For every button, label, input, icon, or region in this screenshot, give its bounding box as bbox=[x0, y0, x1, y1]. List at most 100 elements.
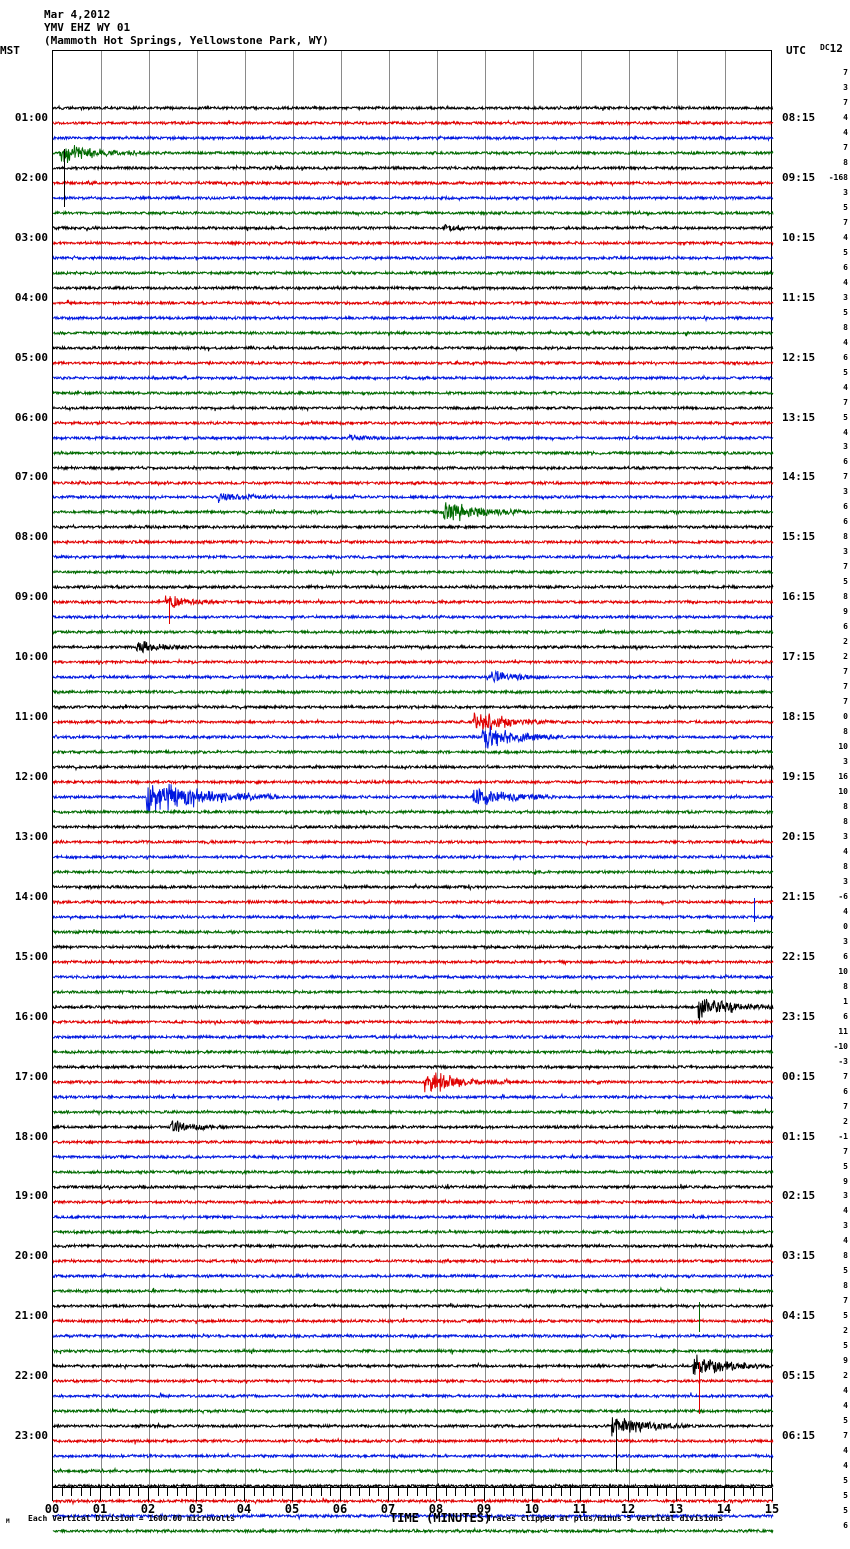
dc-value-row-75: 3 bbox=[843, 1191, 848, 1201]
seismic-trace-row-39 bbox=[52, 688, 774, 696]
grid-line-minute-12 bbox=[629, 51, 630, 1487]
seismic-trace-row-93 bbox=[52, 1497, 774, 1506]
seismic-trace-row-64 bbox=[52, 1063, 774, 1071]
helicorder-plot[interactable] bbox=[52, 50, 774, 1535]
dc-value-row-42: 7 bbox=[843, 697, 848, 707]
seismic-trace-row-52 bbox=[52, 882, 774, 892]
seismic-trace-row-57 bbox=[52, 958, 774, 966]
mst-label-2200: 22:00 bbox=[14, 1369, 48, 1383]
dc-value-row-93: 4 bbox=[843, 1461, 848, 1471]
grid-line-minute-04 bbox=[245, 51, 246, 1487]
seismic-trace-row-80 bbox=[52, 1302, 774, 1311]
seismic-trace-row-37 bbox=[52, 658, 774, 666]
utc-label-2315: 23:15 bbox=[782, 1009, 816, 1023]
seismic-trace-row-87 bbox=[52, 1407, 774, 1416]
utc-label-0815: 08:15 bbox=[782, 110, 816, 124]
dc-value-row-54: 3 bbox=[843, 876, 848, 886]
x-tick-minor-68 bbox=[705, 1488, 706, 1496]
dc-value-row-7: -168 bbox=[828, 172, 848, 182]
axis-label-dc: DC12 bbox=[820, 42, 843, 55]
dc-value-row-33: 7 bbox=[843, 562, 848, 572]
x-tick-label-09: 09 bbox=[476, 1502, 492, 1516]
dc-value-row-12: 5 bbox=[843, 247, 848, 257]
x-tick-minor-19 bbox=[234, 1488, 235, 1496]
x-tick-minor-21 bbox=[254, 1488, 255, 1496]
dc-value-row-41: 7 bbox=[843, 682, 848, 692]
mst-label-2300: 23:00 bbox=[14, 1429, 48, 1443]
dc-value-row-63: 6 bbox=[843, 1011, 848, 1021]
seismic-trace-row-77 bbox=[52, 1258, 774, 1265]
x-tick-minor-56 bbox=[590, 1488, 591, 1496]
x-tick-minor-74 bbox=[762, 1488, 763, 1496]
dc-value-row-67: 7 bbox=[843, 1071, 848, 1081]
dc-value-row-49: 8 bbox=[843, 802, 848, 811]
dc-value-row-89: 4 bbox=[843, 1401, 848, 1411]
x-tick-minor-17 bbox=[215, 1488, 216, 1496]
dc-value-row-55: -6 bbox=[838, 891, 848, 901]
seismic-trace-row-24 bbox=[52, 464, 774, 471]
dc-value-row-36: 9 bbox=[843, 607, 848, 617]
x-tick-label-06: 06 bbox=[332, 1502, 348, 1516]
seismic-trace-row-59 bbox=[52, 988, 774, 996]
dc-value-row-32: 3 bbox=[843, 547, 848, 557]
seismic-trace-row-18 bbox=[53, 373, 774, 381]
dc-value-row-25: 3 bbox=[843, 442, 848, 452]
grid-line-minute-03 bbox=[197, 51, 198, 1487]
x-tick-minor-51 bbox=[542, 1488, 543, 1496]
seismic-trace-row-58 bbox=[52, 973, 774, 981]
x-tick-minor-32 bbox=[359, 1488, 360, 1496]
footer-x-axis-title: TIME (MINUTES) bbox=[390, 1511, 492, 1525]
grid-line-minute-01 bbox=[101, 51, 102, 1487]
x-tick-minor-67 bbox=[695, 1488, 696, 1496]
x-tick-minor-16 bbox=[206, 1488, 207, 1496]
seismic-trace-row-27 bbox=[53, 502, 774, 522]
dc-value-row-56: 4 bbox=[843, 906, 848, 916]
utc-label-0915: 09:15 bbox=[782, 170, 816, 184]
seismic-trace-row-76 bbox=[52, 1243, 774, 1250]
seismic-trace-row-1 bbox=[52, 119, 774, 127]
x-tick-minor-53 bbox=[561, 1488, 562, 1496]
dc-value-row-79: 8 bbox=[843, 1251, 848, 1261]
x-tick-label-10: 10 bbox=[524, 1502, 540, 1516]
header-channel: YMV EHZ WY 01 bbox=[44, 21, 131, 34]
mst-label-1500: 15:00 bbox=[14, 949, 48, 963]
seismic-trace-row-16 bbox=[52, 344, 774, 352]
seismic-trace-row-42 bbox=[52, 726, 774, 749]
x-tick-label-04: 04 bbox=[236, 1502, 252, 1516]
grid-line-minute-09 bbox=[485, 51, 486, 1487]
utc-label-1515: 15:15 bbox=[782, 530, 816, 544]
trace-vertical-spike-3 bbox=[698, 1362, 700, 1415]
utc-label-0515: 05:15 bbox=[782, 1369, 816, 1383]
trace-vertical-spike-0 bbox=[63, 148, 65, 207]
dc-value-row-46: 3 bbox=[843, 757, 848, 767]
x-tick-label-08: 08 bbox=[428, 1502, 444, 1516]
dc-value-row-90: 5 bbox=[843, 1416, 848, 1426]
dc-value-row-88: 4 bbox=[843, 1386, 848, 1396]
dc-value-row-80: 5 bbox=[843, 1266, 848, 1276]
mst-label-2100: 21:00 bbox=[14, 1309, 48, 1323]
seismic-trace-row-8 bbox=[52, 223, 774, 233]
dc-value-row-91: 7 bbox=[843, 1431, 848, 1441]
utc-label-2015: 20:15 bbox=[782, 829, 816, 843]
grid-line-minute-13 bbox=[677, 51, 678, 1487]
x-tick-minor-8 bbox=[129, 1488, 130, 1496]
dc-value-row-40: 7 bbox=[843, 667, 848, 677]
dc-value-row-44: 8 bbox=[843, 727, 848, 737]
grid-line-minute-02 bbox=[149, 51, 150, 1487]
seismic-trace-row-38 bbox=[52, 669, 774, 684]
x-tick-minor-71 bbox=[734, 1488, 735, 1496]
seismic-trace-row-12 bbox=[52, 284, 774, 292]
x-tick-major-5 bbox=[100, 1488, 101, 1501]
seismic-trace-row-71 bbox=[52, 1168, 774, 1175]
seismic-trace-row-74 bbox=[52, 1213, 774, 1221]
dc-value-row-57: 0 bbox=[843, 921, 848, 931]
dc-value-row-48: 10 bbox=[838, 787, 848, 797]
mst-label-1700: 17:00 bbox=[14, 1069, 48, 1083]
x-tick-minor-11 bbox=[158, 1488, 159, 1496]
x-tick-minor-58 bbox=[609, 1488, 610, 1496]
dc-text: DC bbox=[820, 43, 830, 52]
axis-label-mst: MST bbox=[0, 44, 20, 57]
x-tick-minor-73 bbox=[753, 1488, 754, 1496]
x-tick-minor-44 bbox=[474, 1488, 475, 1496]
dc-value-row-18: 4 bbox=[843, 337, 848, 347]
